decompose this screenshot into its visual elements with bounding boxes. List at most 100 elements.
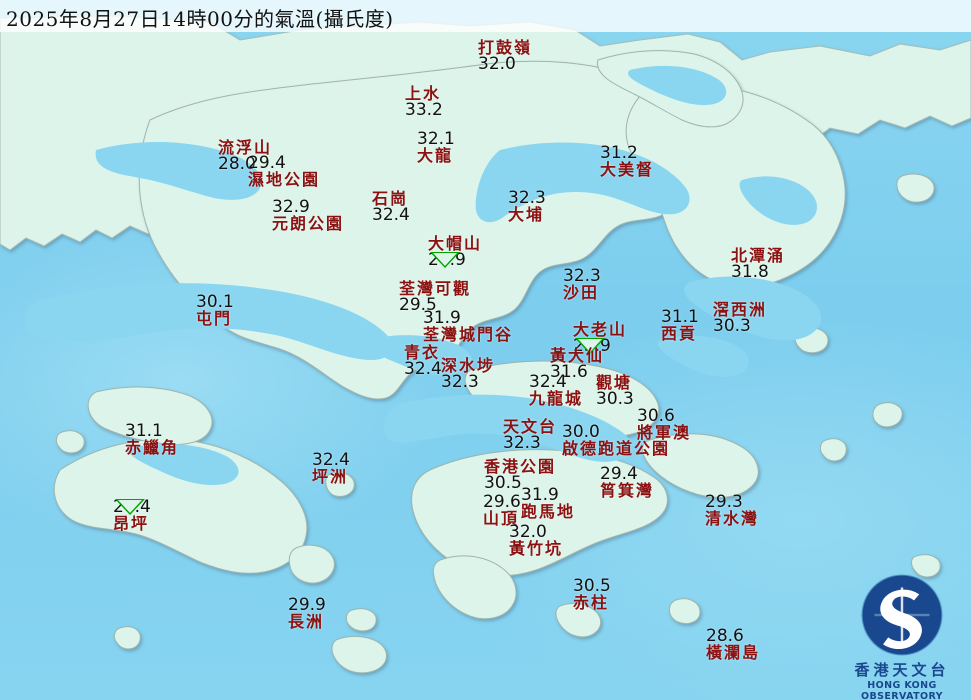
station-香港公園: 香港公園 30.5 xyxy=(484,458,556,494)
station-name: 滘西洲 xyxy=(713,300,768,319)
station-name: 青衣 xyxy=(404,343,441,362)
bay-tolo-harbour xyxy=(475,142,690,223)
station-temperature: 32.0 xyxy=(509,522,547,542)
station-元朗公園: 32.9 元朗公園 xyxy=(272,198,345,234)
station-name: 沙田 xyxy=(563,283,600,303)
station-濕地公園: 29.4 濕地公園 xyxy=(248,153,321,190)
station-昂坪: 27.4 昂坪 xyxy=(113,498,151,534)
station-name: 赤柱 xyxy=(573,593,610,613)
station-name: 大帽山 xyxy=(428,234,483,253)
station-大帽山: 大帽山 24.9 xyxy=(428,234,483,270)
station-赤鱲角: 31.1 赤鱲角 xyxy=(125,422,180,458)
station-name: 荃灣城門谷 xyxy=(423,325,514,345)
station-流浮山: 流浮山 28.0 xyxy=(218,138,273,175)
station-name: 濕地公園 xyxy=(248,170,321,190)
station-name: 元朗公園 xyxy=(272,214,345,234)
bays-group xyxy=(24,65,822,486)
station-大美督: 31.2 大美督 xyxy=(600,144,654,179)
station-temperature: 29.5 xyxy=(399,295,437,316)
land-lamma xyxy=(432,555,517,620)
station-temperature: 32.3 xyxy=(503,433,541,454)
station-大埔: 32.3 大埔 xyxy=(508,189,546,224)
station-打鼓嶺: 打鼓嶺 32.0 xyxy=(478,38,533,75)
station-temperature: 30.3 xyxy=(713,316,751,337)
station-黃竹坑: 32.0 黃竹坑 xyxy=(509,522,564,559)
station-山頂: 29.6 山頂 xyxy=(483,492,521,529)
station-name: 清水灣 xyxy=(705,509,760,529)
station-name: 上水 xyxy=(405,84,442,103)
station-temperature: 29.6 xyxy=(483,492,521,512)
land-islet-h xyxy=(896,173,935,203)
land-islet-e xyxy=(331,636,388,674)
station-temperature: 28.0 xyxy=(218,154,256,175)
station-跑馬地: 31.9 跑馬地 xyxy=(521,486,576,522)
page-title: 2025年8月27日14時00分的氣溫(攝氏度) xyxy=(6,7,394,31)
station-temperature: 31.8 xyxy=(731,262,769,283)
station-temperature: 31.1 xyxy=(661,307,699,327)
station-temperature: 30.1 xyxy=(196,292,234,312)
station-temperature: 32.4 xyxy=(372,205,410,226)
station-name: 將軍澳 xyxy=(637,423,692,443)
station-橫瀾島: 28.6 橫瀾島 xyxy=(706,627,761,663)
station-temperature: 33.2 xyxy=(405,100,443,121)
station-將軍澳: 30.6 將軍澳 xyxy=(637,407,692,443)
station-temperature: 32.4 xyxy=(404,359,442,380)
bay-urmston xyxy=(24,283,393,360)
station-temperature: 32.3 xyxy=(441,372,479,393)
land-po-toi xyxy=(555,603,602,638)
station-青衣: 青衣 32.4 xyxy=(404,343,442,380)
station-天文台: 天文台 32.3 xyxy=(503,418,557,454)
station-屯門: 30.1 屯門 xyxy=(196,292,234,329)
bay-port-shelter xyxy=(684,276,822,341)
station-北潭涌: 北潭涌 31.8 xyxy=(731,247,785,283)
station-赤柱: 30.5 赤柱 xyxy=(573,576,611,613)
land-islet-f xyxy=(345,608,377,632)
station-name: 打鼓嶺 xyxy=(478,38,533,57)
station-temperature: 32.4 xyxy=(529,372,567,392)
station-name: 深水埗 xyxy=(441,356,496,375)
station-name: 九龍城 xyxy=(529,389,584,409)
station-name: 山頂 xyxy=(483,509,520,529)
station-滘西洲: 滘西洲 30.3 xyxy=(713,300,768,337)
station-temperature: 29.9 xyxy=(288,595,326,615)
station-坪洲: 32.4 坪洲 xyxy=(312,450,350,487)
low-temperature-marker-icon xyxy=(575,338,605,354)
station-name: 坪洲 xyxy=(312,467,349,487)
land-chek-lap-kok xyxy=(87,386,213,445)
station-temperature: 29.4 xyxy=(600,464,638,484)
station-name: 赤鱲角 xyxy=(125,438,180,458)
station-name: 橫瀾島 xyxy=(706,643,761,663)
station-name: 流浮山 xyxy=(218,138,273,157)
land-islet-i xyxy=(55,430,85,454)
low-temperature-marker-icon xyxy=(115,499,145,515)
station-大老山: 大老山 25.9 xyxy=(573,320,628,356)
station-name: 荃灣可觀 xyxy=(399,279,472,298)
hko-logo-zh: 香港天文台 xyxy=(854,661,950,679)
station-temperature: 30.3 xyxy=(596,389,634,410)
land-waglan xyxy=(669,598,701,625)
station-筲箕灣: 29.4 筲箕灣 xyxy=(600,464,654,500)
land-peng-chau xyxy=(325,471,355,497)
station-上水: 上水 33.2 xyxy=(405,84,443,121)
station-temperature: 30.5 xyxy=(573,576,611,596)
station-name: 黃竹坑 xyxy=(509,539,564,559)
station-觀塘: 觀塘 30.3 xyxy=(596,374,634,410)
station-name: 大老山 xyxy=(573,320,628,339)
station-temperature: 29.4 xyxy=(248,153,286,173)
land-islet-g xyxy=(911,554,941,578)
station-長洲: 29.9 長洲 xyxy=(288,595,326,631)
land-cheung-chau xyxy=(288,544,335,584)
hko-logo-en: HONG KONG OBSERVATORY xyxy=(861,680,943,700)
station-temperature: 31.9 xyxy=(423,308,461,328)
land-islet-c xyxy=(819,438,847,462)
station-name: 跑馬地 xyxy=(521,502,576,522)
station-temperature: 30.5 xyxy=(484,473,522,494)
station-temperature: 32.0 xyxy=(478,54,516,75)
station-深水埗: 深水埗 32.3 xyxy=(441,356,496,393)
station-荃灣可觀: 荃灣可觀 29.5 xyxy=(399,279,472,316)
station-name: 昂坪 xyxy=(113,514,150,534)
station-temperature: 32.4 xyxy=(312,450,350,470)
station-荃灣城門谷: 31.9 荃灣城門谷 xyxy=(423,308,514,345)
station-name: 屯門 xyxy=(196,309,233,329)
